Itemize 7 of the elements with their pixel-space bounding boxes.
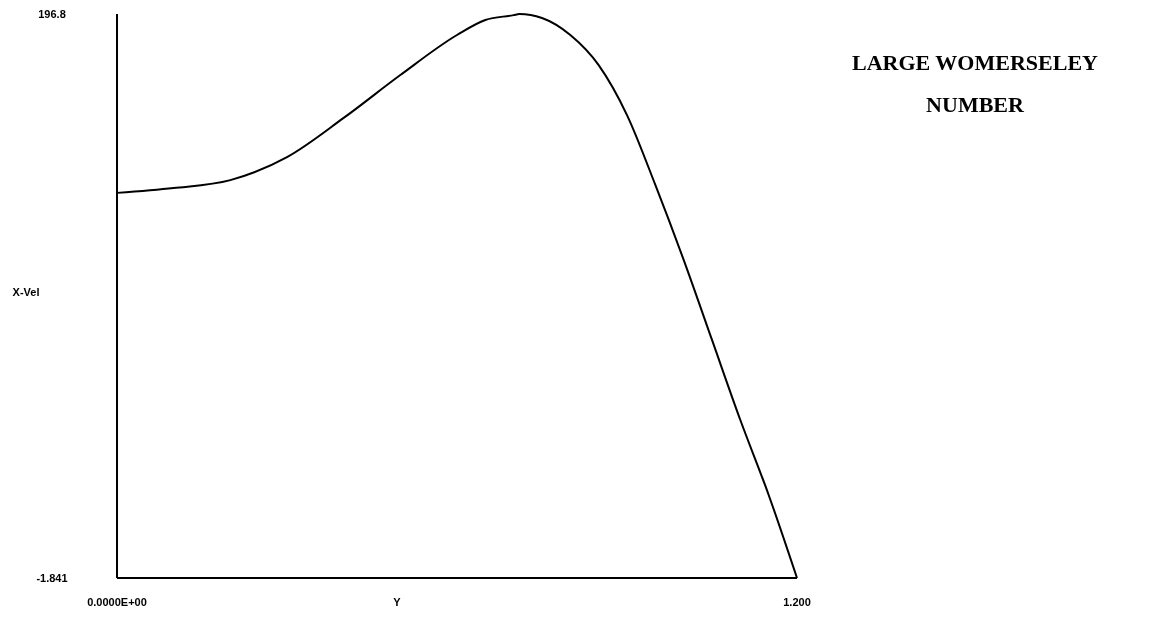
y-tick-label: 196.8: [38, 7, 66, 20]
y-tick-label: -1.841: [36, 571, 68, 584]
x-axis-title: Y: [393, 596, 402, 608]
text: LARGE WOMERSELEY NUMBER: [852, 50, 1099, 117]
x-tick-label: 0.0000E+00: [87, 596, 147, 608]
x-tick-label: 1.200: [783, 596, 811, 608]
y-axis-title: X-Vel: [12, 286, 40, 298]
